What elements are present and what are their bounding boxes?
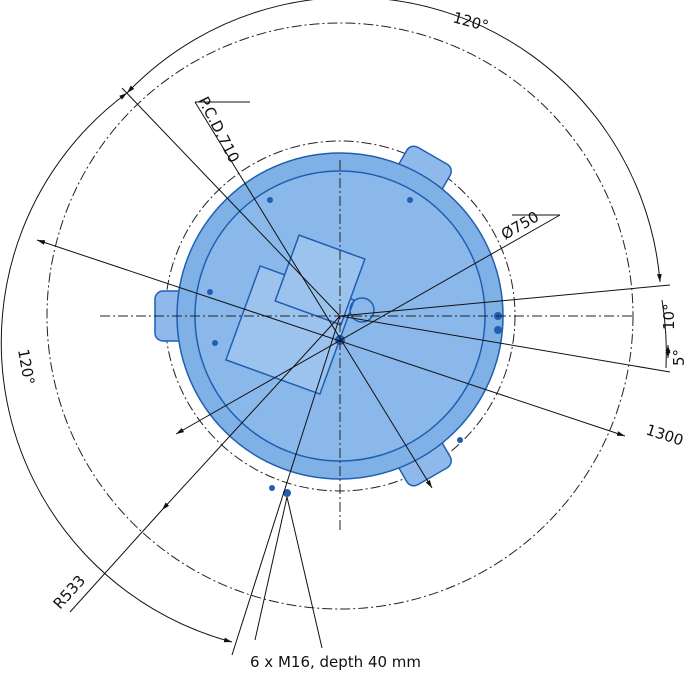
dimension-lines (0, 0, 671, 656)
radius-label: R533 (50, 572, 90, 613)
angle-label: 5° (670, 349, 688, 366)
dimension-label: 1300 (644, 421, 686, 450)
note: 6 x M16, depth 40 mm (250, 653, 421, 671)
angle-label: 120° (14, 348, 38, 387)
pcd-label: P.C.D.710 (194, 94, 243, 166)
angle-label: 10° (660, 303, 678, 330)
angle-label: 120° (451, 8, 491, 35)
